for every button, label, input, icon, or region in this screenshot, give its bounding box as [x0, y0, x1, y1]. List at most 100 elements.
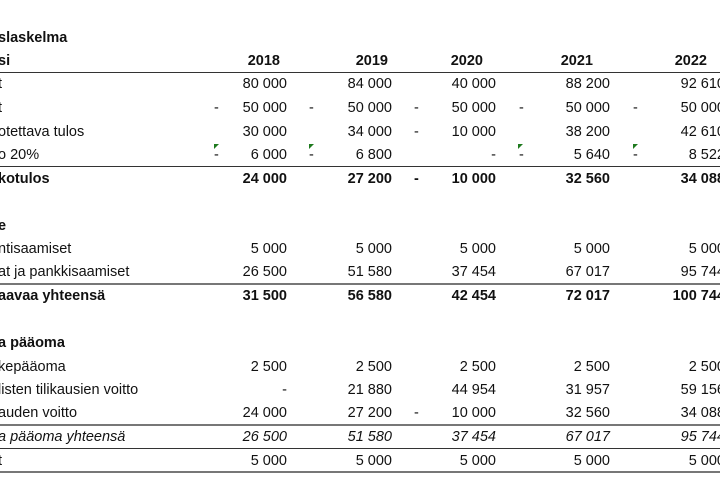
- value-cell[interactable]: 88 200: [565, 76, 610, 92]
- value-cell[interactable]: 100 744: [672, 288, 720, 304]
- value-cell[interactable]: 37 454: [451, 429, 496, 445]
- row-label[interactable]: ntisaamiset: [0, 241, 72, 257]
- value-cell[interactable]: 2 500: [355, 359, 392, 375]
- value-cell[interactable]: 42 454: [451, 288, 496, 304]
- value-cell[interactable]: 95 744: [680, 429, 720, 445]
- row-label[interactable]: si: [0, 53, 11, 69]
- value-cell[interactable]: 40 000: [451, 76, 496, 92]
- value-cell[interactable]: 50 000: [347, 100, 392, 116]
- value-cell[interactable]: 24 000: [242, 405, 287, 421]
- comment-indicator-icon[interactable]: [309, 144, 314, 149]
- value-cell[interactable]: 5 000: [355, 453, 392, 469]
- sign-cell[interactable]: -: [414, 100, 419, 116]
- value-cell[interactable]: 31 957: [565, 382, 610, 398]
- value-cell[interactable]: 10 000: [451, 171, 496, 187]
- value-cell[interactable]: 26 500: [242, 429, 287, 445]
- sign-cell[interactable]: -: [519, 100, 524, 116]
- value-cell[interactable]: 5 000: [688, 241, 720, 257]
- sign-cell[interactable]: -: [309, 100, 314, 116]
- value-cell[interactable]: 38 200: [565, 124, 610, 140]
- row-label[interactable]: listen tilikausien voitto: [0, 382, 139, 398]
- value-cell[interactable]: 5 000: [250, 241, 287, 257]
- sign-cell[interactable]: -: [414, 405, 419, 421]
- value-cell[interactable]: 2 500: [573, 359, 610, 375]
- value-cell[interactable]: 27 200: [347, 405, 392, 421]
- year-header[interactable]: 2021: [560, 53, 593, 69]
- value-cell[interactable]: 5 640: [573, 147, 610, 163]
- year-header[interactable]: 2020: [450, 53, 483, 69]
- comment-indicator-icon[interactable]: [633, 144, 638, 149]
- value-cell[interactable]: 34 088: [680, 405, 720, 421]
- sign-cell[interactable]: -: [633, 147, 638, 163]
- value-cell[interactable]: 5 000: [573, 241, 610, 257]
- value-cell[interactable]: 84 000: [347, 76, 392, 92]
- value-cell[interactable]: 31 500: [242, 288, 287, 304]
- value-cell[interactable]: 27 200: [347, 171, 392, 187]
- value-cell[interactable]: 5 000: [250, 453, 287, 469]
- row-label[interactable]: o 20%: [0, 147, 40, 163]
- value-cell[interactable]: 5 000: [459, 241, 496, 257]
- value-cell[interactable]: 80 000: [242, 76, 287, 92]
- row-label[interactable]: t: [0, 453, 3, 469]
- value-cell[interactable]: -: [282, 382, 287, 398]
- sign-cell[interactable]: -: [309, 147, 314, 163]
- value-cell[interactable]: 2 500: [250, 359, 287, 375]
- row-label[interactable]: kotulos: [0, 171, 50, 187]
- value-cell[interactable]: 59 156: [680, 382, 720, 398]
- value-cell[interactable]: -: [491, 147, 496, 163]
- value-cell[interactable]: 50 000: [242, 100, 287, 116]
- value-cell[interactable]: 44 954: [451, 382, 496, 398]
- year-header[interactable]: 2019: [355, 53, 388, 69]
- year-header[interactable]: 2018: [247, 53, 280, 69]
- value-cell[interactable]: 42 610: [680, 124, 720, 140]
- value-cell[interactable]: 95 744: [680, 264, 720, 280]
- value-cell[interactable]: 24 000: [242, 171, 287, 187]
- value-cell[interactable]: 32 560: [565, 171, 610, 187]
- value-cell[interactable]: 6 000: [250, 147, 287, 163]
- value-cell[interactable]: 50 000: [565, 100, 610, 116]
- year-header[interactable]: 2022: [674, 53, 707, 69]
- value-cell[interactable]: 50 000: [451, 100, 496, 116]
- value-cell[interactable]: 30 000: [242, 124, 287, 140]
- row-label[interactable]: slaskelma: [0, 30, 68, 46]
- row-label[interactable]: otettava tulos: [0, 124, 85, 140]
- value-cell[interactable]: 2 500: [688, 359, 720, 375]
- value-cell[interactable]: 67 017: [565, 429, 610, 445]
- value-cell[interactable]: 5 000: [573, 453, 610, 469]
- sign-cell[interactable]: -: [214, 147, 219, 163]
- row-label[interactable]: aavaa yhteensä: [0, 288, 106, 304]
- row-label[interactable]: at ja pankkisaamiset: [0, 264, 130, 280]
- sign-cell[interactable]: -: [414, 124, 419, 140]
- value-cell[interactable]: 6 800: [355, 147, 392, 163]
- row-label[interactable]: e: [0, 218, 7, 234]
- row-label[interactable]: t: [0, 76, 3, 92]
- value-cell[interactable]: 2 500: [459, 359, 496, 375]
- value-cell[interactable]: 67 017: [565, 264, 610, 280]
- sign-cell[interactable]: -: [519, 147, 524, 163]
- row-label[interactable]: t: [0, 100, 3, 116]
- sign-cell[interactable]: -: [633, 100, 638, 116]
- value-cell[interactable]: 34 000: [347, 124, 392, 140]
- value-cell[interactable]: 37 454: [451, 264, 496, 280]
- value-cell[interactable]: 8 522: [688, 147, 720, 163]
- value-cell[interactable]: 50 000: [680, 100, 720, 116]
- value-cell[interactable]: 32 560: [565, 405, 610, 421]
- sign-cell[interactable]: -: [414, 171, 419, 187]
- row-label[interactable]: a pääoma yhteensä: [0, 429, 126, 445]
- value-cell[interactable]: 10 000: [451, 405, 496, 421]
- value-cell[interactable]: 56 580: [347, 288, 392, 304]
- row-label[interactable]: kepääoma: [0, 359, 66, 375]
- sign-cell[interactable]: -: [214, 100, 219, 116]
- value-cell[interactable]: 92 610: [680, 76, 720, 92]
- value-cell[interactable]: 10 000: [451, 124, 496, 140]
- value-cell[interactable]: 34 088: [680, 171, 720, 187]
- value-cell[interactable]: 5 000: [459, 453, 496, 469]
- value-cell[interactable]: 26 500: [242, 264, 287, 280]
- comment-indicator-icon[interactable]: [214, 144, 219, 149]
- comment-indicator-icon[interactable]: [518, 144, 523, 149]
- value-cell[interactable]: 21 880: [347, 382, 392, 398]
- value-cell[interactable]: 5 000: [355, 241, 392, 257]
- value-cell[interactable]: 5 000: [688, 453, 720, 469]
- row-label[interactable]: auden voitto: [0, 405, 78, 421]
- value-cell[interactable]: 51 580: [347, 429, 392, 445]
